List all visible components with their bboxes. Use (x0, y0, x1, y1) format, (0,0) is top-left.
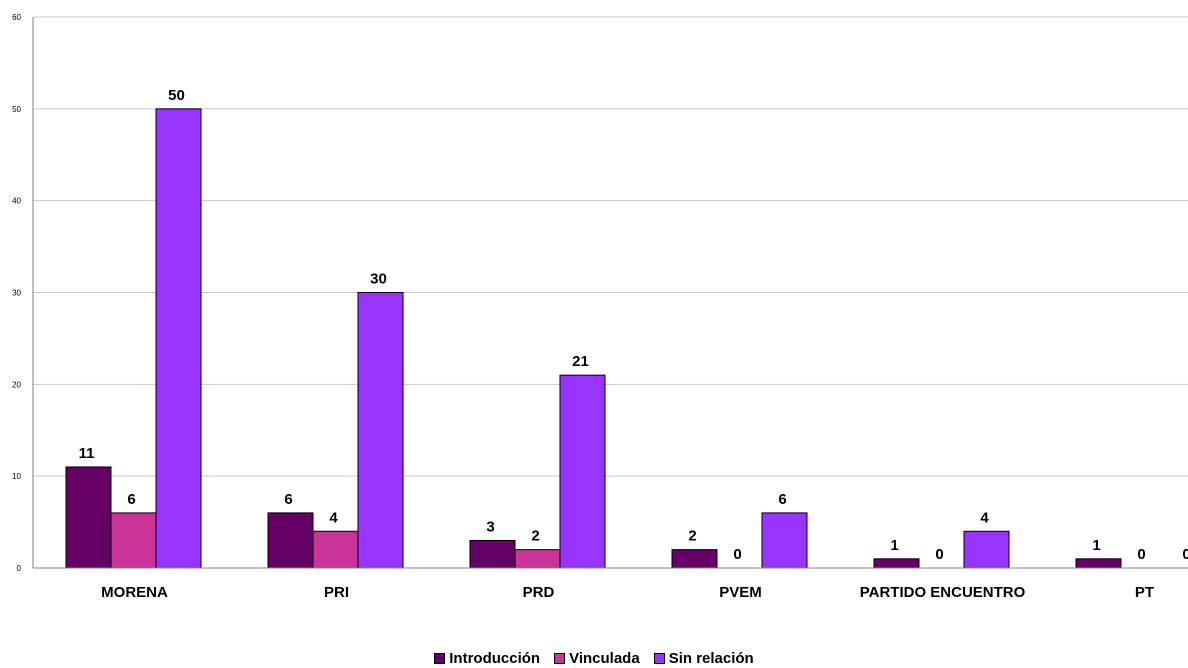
gridlines (33, 16, 1188, 477)
bar (1075, 558, 1122, 569)
legend-label: Vinculada (569, 650, 640, 667)
axes (32, 17, 1188, 569)
bar (155, 108, 202, 569)
data-label: 0 (1182, 546, 1188, 563)
y-tick-label: 50 (12, 105, 21, 114)
legend-swatch (434, 653, 446, 664)
legend-item: Sin relación (653, 650, 754, 667)
x-category-label: PRI (324, 584, 349, 601)
x-category-label: PARTIDO ENCUENTRO (860, 584, 1026, 601)
bar (963, 530, 1010, 569)
legend-label: Introducción (449, 650, 541, 667)
bar (65, 466, 112, 569)
data-label: 4 (329, 509, 338, 526)
x-category-label: PVEM (719, 584, 762, 601)
bar (559, 374, 606, 569)
data-label: 4 (980, 509, 989, 526)
data-label: 6 (127, 491, 135, 508)
bar (514, 549, 561, 569)
data-label: 50 (168, 87, 185, 104)
data-label: 2 (688, 528, 696, 545)
bar (761, 512, 808, 569)
data-label: 11 (79, 445, 95, 462)
y-tick-label: 40 (12, 197, 21, 206)
data-label: 3 (486, 518, 494, 535)
legend-swatch (554, 653, 566, 664)
data-label: 1 (1092, 537, 1100, 554)
legend-item: Vinculada (554, 650, 640, 667)
bar (873, 558, 920, 569)
data-label: 0 (1137, 546, 1145, 563)
bar (312, 530, 359, 569)
legend: Introducción Vinculada Sin relación (0, 650, 1188, 667)
data-label: 6 (778, 491, 786, 508)
data-label: 21 (572, 353, 589, 370)
y-axis-ticks: 0 10 20 30 40 50 60 (12, 13, 21, 573)
bar (110, 512, 157, 569)
y-tick-label: 20 (12, 380, 21, 389)
legend-swatch (653, 653, 665, 664)
data-label: 1 (890, 537, 898, 554)
data-label: 0 (733, 546, 741, 563)
legend-item: Introducción (434, 650, 540, 667)
data-label: 2 (531, 528, 539, 545)
y-tick-label: 60 (12, 13, 21, 22)
data-labels: 11 6 50 6 4 30 3 2 21 2 0 6 1 0 4 1 0 0 (79, 87, 1188, 563)
legend-label: Sin relación (668, 650, 754, 667)
x-category-label: MORENA (101, 584, 168, 601)
y-tick-label: 10 (12, 472, 21, 481)
category-labels: MORENA PRI PRD PVEM PARTIDO ENCUENTRO PT (101, 584, 1154, 601)
bar (267, 512, 314, 569)
y-tick-label: 30 (12, 289, 21, 298)
bar (671, 549, 718, 569)
y-tick-label: 0 (17, 564, 22, 573)
bar (469, 539, 516, 569)
bar (357, 292, 404, 569)
data-label: 0 (935, 546, 943, 563)
x-category-label: PT (1135, 584, 1154, 601)
x-category-label: PRD (523, 584, 555, 601)
data-label: 30 (370, 271, 387, 288)
bars (65, 108, 1122, 569)
data-label: 6 (284, 491, 292, 508)
